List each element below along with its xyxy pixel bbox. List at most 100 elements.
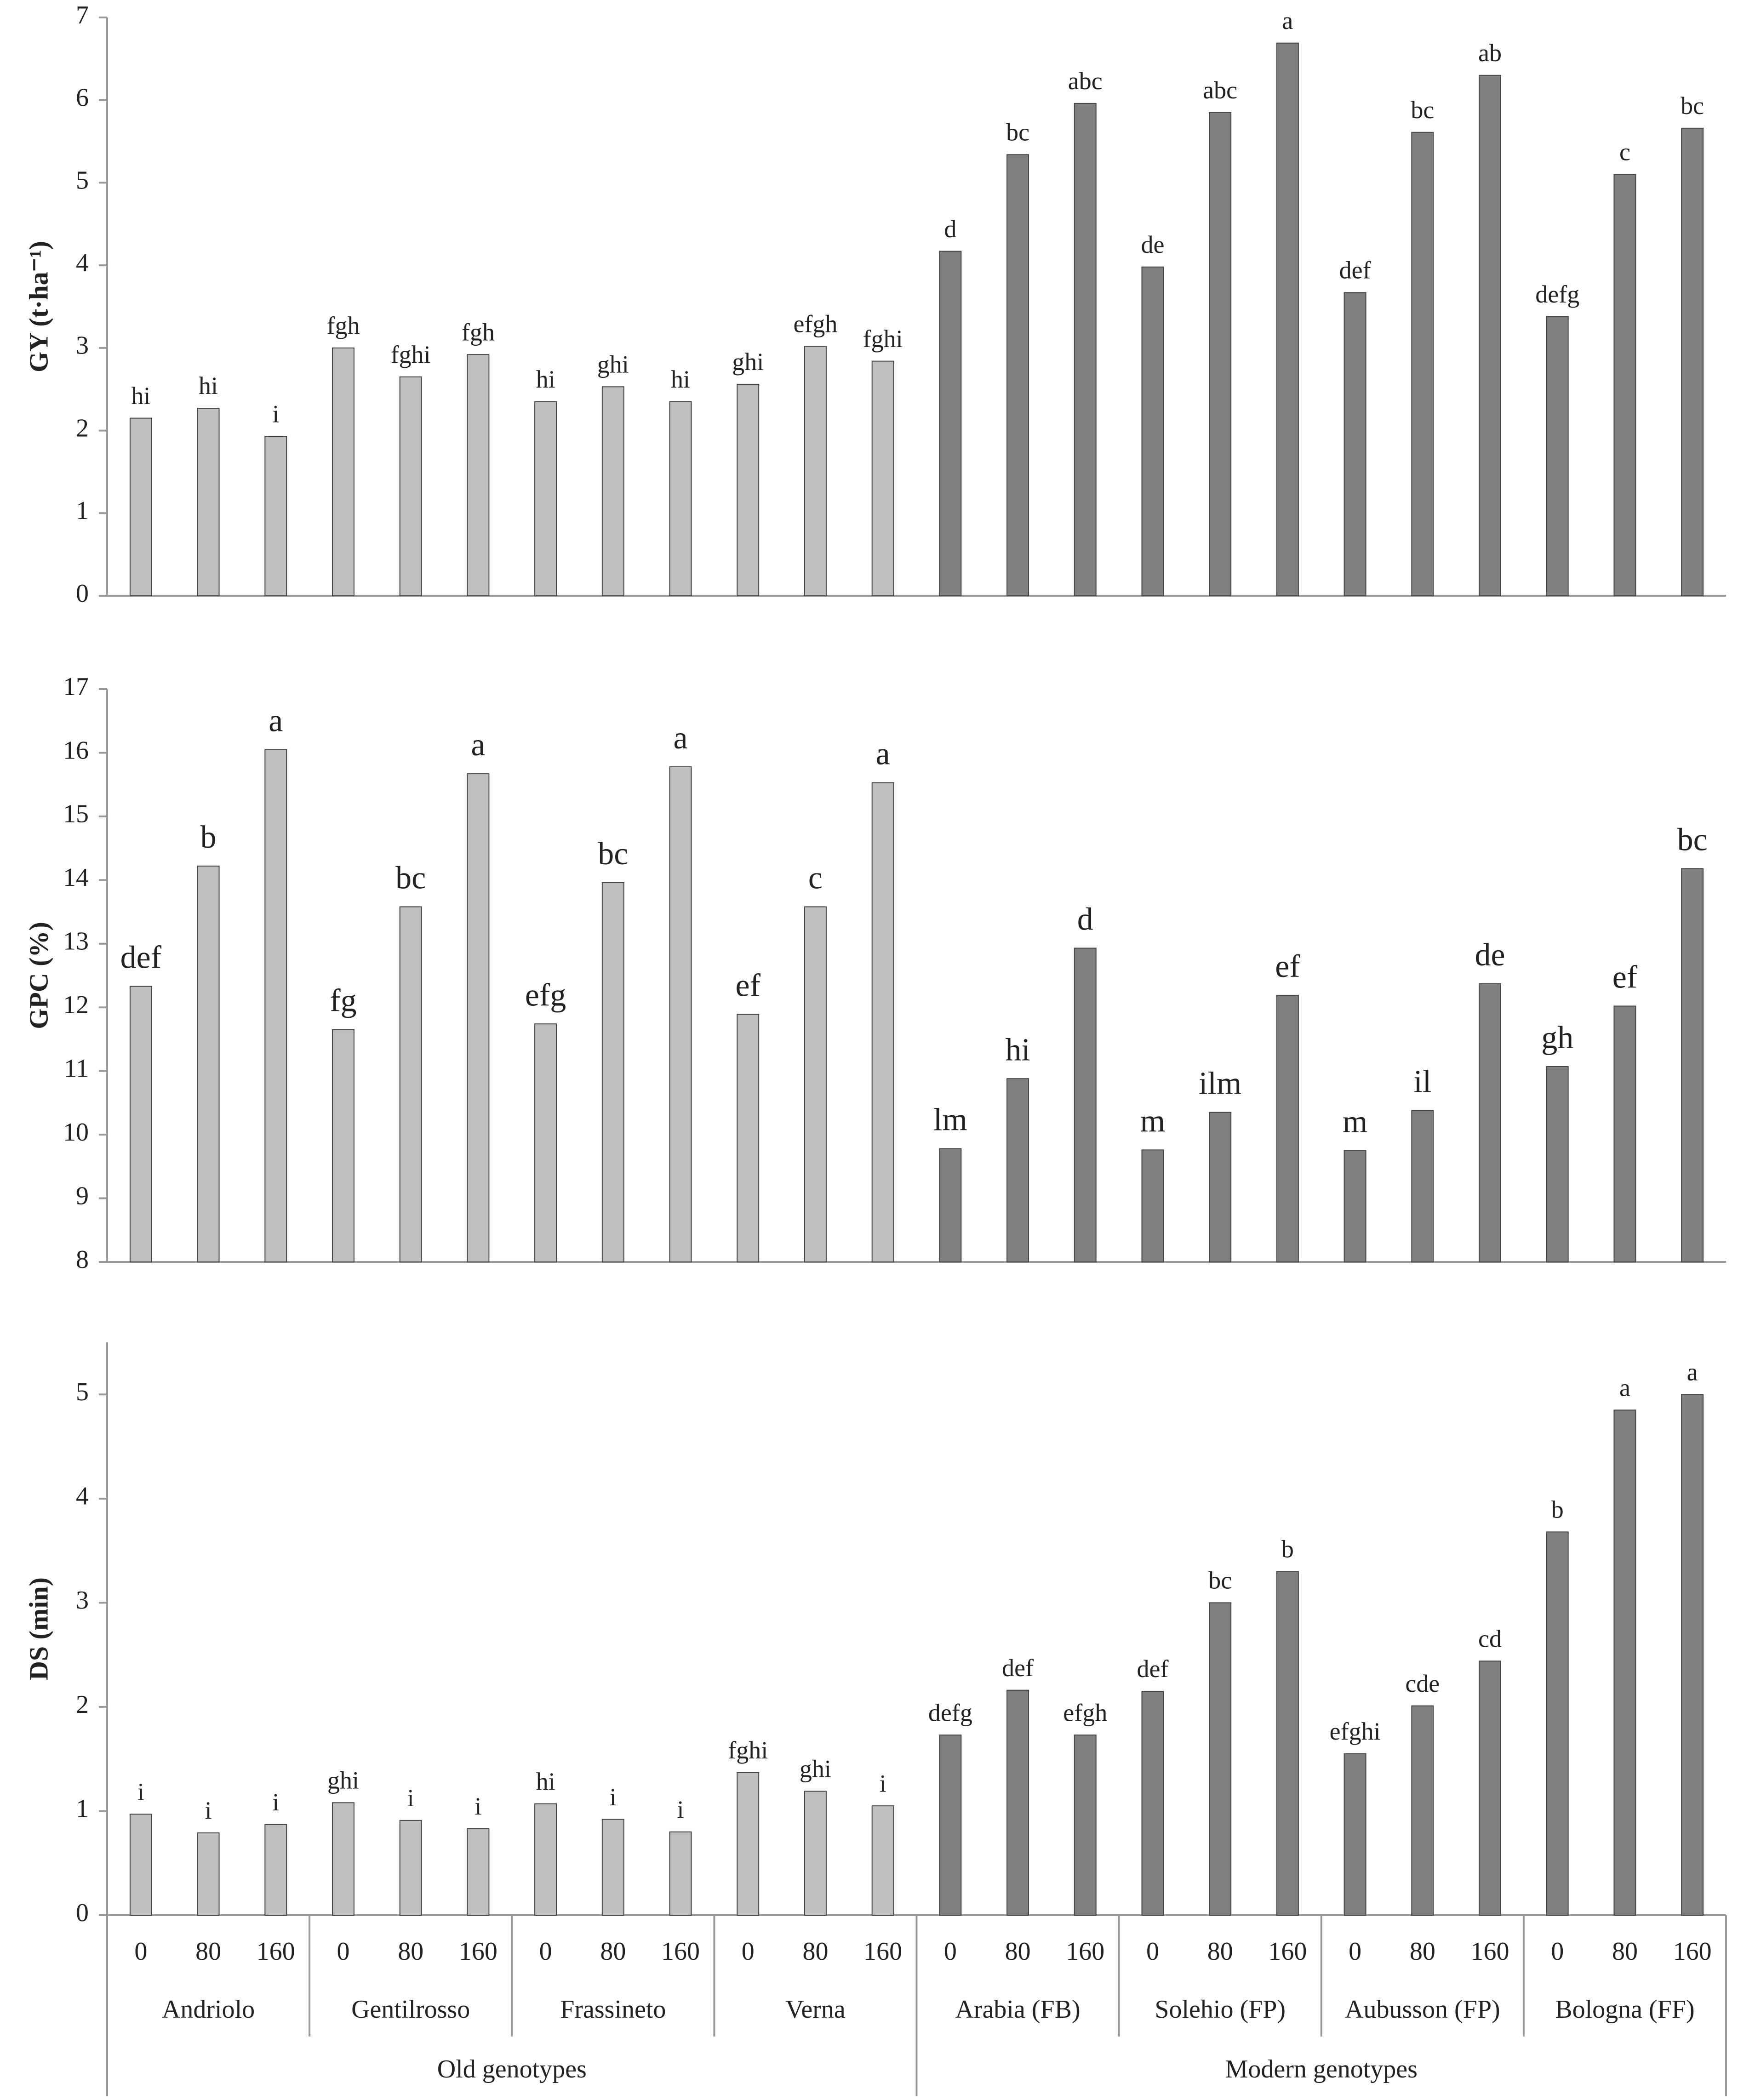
- value-label: m: [1140, 1103, 1165, 1139]
- y-tick-label: 10: [63, 1118, 89, 1147]
- x-tick-label: 0: [1551, 1937, 1564, 1966]
- bar: [1546, 316, 1569, 596]
- value-label: fgh: [462, 318, 495, 346]
- x-tick-label: 0: [539, 1937, 552, 1966]
- y-tick-label: 4: [76, 249, 89, 277]
- bar: [129, 986, 152, 1263]
- value-label: bc: [395, 861, 426, 896]
- y-tick-label: 15: [63, 800, 89, 828]
- value-label: def: [1339, 257, 1371, 284]
- bar: [1613, 1005, 1636, 1263]
- y-tick-label: 0: [76, 1899, 89, 1927]
- bar: [467, 773, 490, 1262]
- bar: [1479, 983, 1501, 1262]
- y-tick-label: 17: [63, 673, 89, 701]
- bar: [601, 386, 624, 597]
- value-label: fghi: [728, 1736, 768, 1764]
- group-label: Modern genotypes: [1225, 2055, 1418, 2083]
- bar: [1613, 1410, 1636, 1916]
- bar: [1006, 154, 1029, 596]
- x-tick-label: 0: [134, 1937, 147, 1966]
- bar: [197, 865, 220, 1263]
- x-tick-label: 160: [863, 1937, 902, 1966]
- bar: [737, 1772, 760, 1916]
- bar: [129, 417, 152, 596]
- genotype-label: Andriolo: [162, 1995, 255, 2024]
- x-tick-label: 80: [600, 1937, 626, 1966]
- bar: [399, 906, 422, 1262]
- bar: [1546, 1066, 1569, 1263]
- bar: [804, 906, 827, 1262]
- bar: [1141, 1690, 1164, 1916]
- value-label: i: [407, 1784, 414, 1812]
- x-tick-label: 80: [398, 1937, 423, 1966]
- x-tick-label: 0: [337, 1937, 349, 1966]
- bar: [1141, 266, 1164, 596]
- y-tick-label: 9: [76, 1181, 89, 1210]
- bar: [264, 749, 287, 1262]
- y-tick-label: 4: [76, 1482, 89, 1511]
- bar: [1209, 1112, 1232, 1262]
- value-label: i: [475, 1792, 481, 1820]
- y-axis-title: GPC (%): [23, 922, 53, 1029]
- x-tick-label: 80: [1005, 1937, 1031, 1966]
- bar: [1074, 947, 1097, 1263]
- genotype-label: Arabia (FB): [955, 1995, 1080, 2024]
- bar: [669, 1831, 692, 1916]
- bar: [601, 882, 624, 1262]
- bar: [264, 436, 287, 596]
- value-label: cde: [1405, 1670, 1440, 1697]
- bar: [399, 376, 422, 596]
- bar: [467, 354, 490, 596]
- x-tick-label: 80: [1207, 1937, 1233, 1966]
- value-label: hi: [536, 365, 555, 393]
- value-label: ab: [1478, 39, 1502, 67]
- genotype-label: Gentilrosso: [351, 1995, 470, 2024]
- bar: [871, 782, 894, 1262]
- bar: [1411, 131, 1434, 596]
- bar: [1613, 174, 1636, 596]
- bar: [1276, 994, 1299, 1262]
- x-tick-label: 160: [1268, 1937, 1307, 1966]
- value-label: i: [880, 1769, 886, 1797]
- value-label: fg: [330, 983, 356, 1019]
- value-label: bc: [598, 836, 628, 872]
- value-label: bc: [1006, 119, 1029, 146]
- value-label: de: [1475, 937, 1505, 973]
- value-label: def: [120, 940, 162, 976]
- value-label: hi: [199, 372, 218, 399]
- value-label: a: [673, 720, 687, 756]
- value-label: a: [876, 736, 890, 772]
- y-tick-label: 3: [76, 1586, 89, 1615]
- bar: [197, 1832, 220, 1916]
- y-tick-label: 16: [63, 736, 89, 765]
- y-tick-label: 8: [76, 1245, 89, 1274]
- y-tick-label: 1: [76, 496, 89, 525]
- value-label: il: [1413, 1064, 1431, 1100]
- bar: [1411, 1705, 1434, 1916]
- x-tick-label: 80: [1410, 1937, 1435, 1966]
- value-label: fgh: [326, 312, 360, 339]
- value-label: efghi: [1330, 1718, 1381, 1745]
- bar: [129, 1814, 152, 1916]
- value-label: ef: [1275, 949, 1300, 984]
- value-label: ghi: [732, 348, 764, 376]
- y-tick-label: 14: [63, 863, 89, 892]
- value-label: ef: [736, 968, 761, 1004]
- value-label: a: [269, 703, 283, 739]
- bar: [1344, 1150, 1366, 1262]
- value-label: efgh: [1063, 1699, 1107, 1726]
- bar: [1209, 1602, 1232, 1916]
- bar: [737, 1014, 760, 1263]
- bar: [939, 1735, 962, 1916]
- y-tick-label: 2: [76, 414, 89, 442]
- bar: [804, 346, 827, 596]
- value-label: c: [1619, 138, 1630, 166]
- group-label: Old genotypes: [437, 2055, 587, 2083]
- x-tick-label: 0: [944, 1937, 957, 1966]
- value-label: d: [1077, 902, 1093, 937]
- value-label: hi: [671, 365, 690, 393]
- value-label: b: [1281, 1535, 1294, 1563]
- value-label: c: [808, 861, 823, 896]
